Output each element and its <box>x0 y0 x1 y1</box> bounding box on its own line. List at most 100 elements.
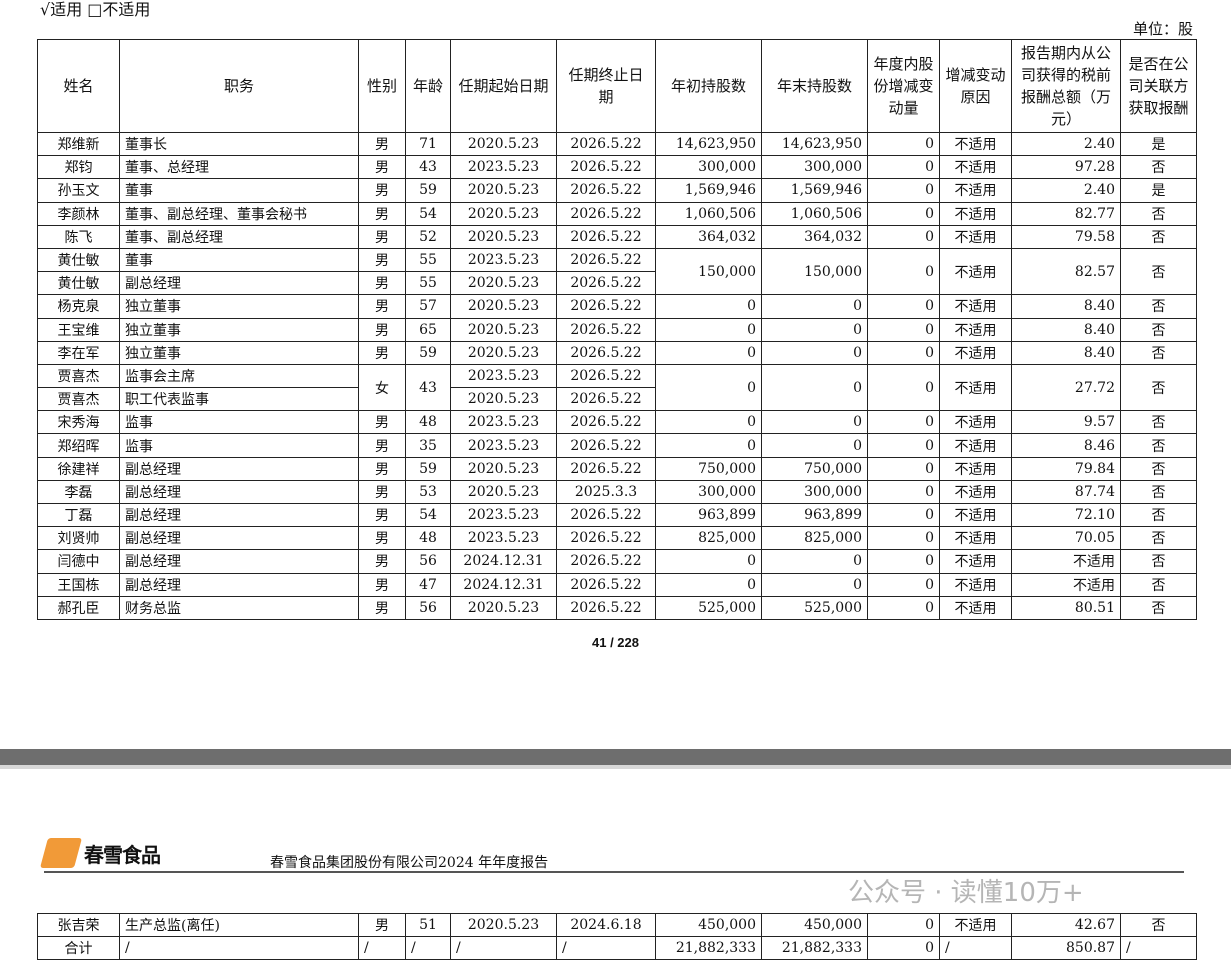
cell-position: 副总经理 <box>119 526 359 551</box>
cell-term-end: 2026.5.22 <box>556 502 656 528</box>
cell-name: 郑绍晖 <box>37 433 120 458</box>
cell-position: 董事、总经理 <box>119 155 359 180</box>
shareholding-table-continued: 张吉荣 生产总监(离任) 男 51 2020.5.23 2024.6.18 450,000 4… <box>37 913 1197 960</box>
cell-name: 合计 <box>37 936 120 960</box>
cell-compensation: 8.40 <box>1011 317 1121 342</box>
cell-shares-begin: 300,000 <box>655 155 762 180</box>
cell-change-reason: 不适用 <box>939 224 1012 249</box>
logo-text: 春雪食品 <box>84 842 161 867</box>
cell-term-start: 2020.5.23 <box>450 131 557 157</box>
cell-shares-begin: 150,000 <box>655 247 762 296</box>
cell-term-end: 2026.5.22 <box>556 387 656 412</box>
cell-change-reason: 不适用 <box>939 549 1012 574</box>
cell-term-end: 2026.5.22 <box>556 155 656 180</box>
cell-position: 副总经理 <box>119 502 359 528</box>
cell-gender: 男 <box>358 340 406 365</box>
cell-age: 54 <box>405 201 451 226</box>
cell-age: 55 <box>405 247 451 273</box>
cell-term-start: 2023.5.23 <box>450 363 557 389</box>
cell-gender: 男 <box>358 131 406 157</box>
cell-age: 52 <box>405 224 451 249</box>
cell-age: 43 <box>405 155 451 180</box>
cell-name: 张吉荣 <box>37 913 120 937</box>
cell-position: 副总经理 <box>119 479 359 505</box>
cell-shares-end: 1,060,506 <box>761 201 868 226</box>
cell-term-end: 2026.5.22 <box>556 433 656 458</box>
cell-shares-begin: 1,569,946 <box>655 178 762 203</box>
cell-name: 郑维新 <box>37 131 120 157</box>
cell-change-reason: 不适用 <box>939 340 1012 365</box>
cell-name: 杨克泉 <box>37 294 120 319</box>
cell-share-change: 0 <box>867 433 940 458</box>
page-separator-light <box>0 765 1231 769</box>
cell-term-start: 2020.5.23 <box>450 271 557 296</box>
table-row: 郝孔臣 财务总监男 56 2020.5.23 2026.5.22 525,000 525,0… <box>37 595 1197 620</box>
cell-term-end: 2026.5.22 <box>556 317 656 342</box>
cell-related-party-pay: 否 <box>1120 247 1197 296</box>
cell-position: 董事长 <box>119 131 359 157</box>
cell-shares-end: 450,000 <box>761 913 868 937</box>
cell-gender: / <box>358 936 406 960</box>
cell-share-change: 0 <box>867 410 940 435</box>
table-row: 刘贤帅 副总经理男 48 2023.5.23 2026.5.22 825,000 825,0… <box>37 526 1197 551</box>
cell-position: 生产总监(离任) <box>119 913 359 937</box>
table-row: 王国栋 副总经理男 47 2024.12.31 2026.5.22 0 0 0 不适用 不适用否 <box>37 572 1197 597</box>
table-row: 张吉荣 生产总监(离任) 男 51 2020.5.23 2024.6.18 450,000 4… <box>37 913 1197 937</box>
cell-name: 贾喜杰 <box>37 387 120 412</box>
cell-change-reason: 不适用 <box>939 456 1012 481</box>
cell-compensation: 2.40 <box>1011 178 1121 203</box>
cell-term-end: 2026.5.22 <box>556 363 656 389</box>
shareholding-table: 姓名 职务 性别 年龄 任期起始日期 任期终止日期 年初持股数 年末持股数 年度内股份增减变动量… <box>37 39 1197 620</box>
cell-name: 郝孔臣 <box>37 595 120 620</box>
cell-shares-begin: 450,000 <box>655 913 762 937</box>
cell-age: 35 <box>405 433 451 458</box>
cell-term-start: 2023.5.23 <box>450 155 557 180</box>
cell-change-reason: 不适用 <box>939 178 1012 203</box>
cell-shares-end: 300,000 <box>761 155 868 180</box>
cell-compensation: 79.58 <box>1011 224 1121 249</box>
cell-compensation: 不适用 <box>1011 572 1121 597</box>
cell-term-end: 2026.5.22 <box>556 178 656 203</box>
cell-term-end: 2026.5.22 <box>556 271 656 296</box>
cell-gender: 男 <box>358 410 406 435</box>
table-row: 宋秀海 监事男 48 2023.5.23 2026.5.22 0 0 0 不适用 9.57 否 <box>37 410 1197 435</box>
cell-shares-end: 1,569,946 <box>761 178 868 203</box>
cell-name: 孙玉文 <box>37 178 120 203</box>
header-share-change: 年度内股份增减变动量 <box>867 39 940 133</box>
cell-compensation: 27.72 <box>1011 363 1121 412</box>
cell-term-end: 2026.5.22 <box>556 549 656 574</box>
cell-term-end: 2026.5.22 <box>556 224 656 249</box>
cell-position: 副总经理 <box>119 549 359 574</box>
cell-age: 59 <box>405 340 451 365</box>
header-compensation: 报告期内从公司获得的税前报酬总额（万元） <box>1011 39 1121 133</box>
cell-change-reason: 不适用 <box>939 131 1012 157</box>
cell-shares-begin: 21,882,333 <box>655 936 762 960</box>
cell-shares-begin: 0 <box>655 433 762 458</box>
cell-age: 71 <box>405 131 451 157</box>
cell-related-party-pay: 否 <box>1120 224 1197 249</box>
cell-term-start: 2023.5.23 <box>450 410 557 435</box>
cell-change-reason: 不适用 <box>939 317 1012 342</box>
cell-term-end: 2026.5.22 <box>556 247 656 273</box>
table-row: 丁磊 副总经理男 54 2023.5.23 2026.5.22 963,899 963,89… <box>37 502 1197 528</box>
cell-change-reason: 不适用 <box>939 913 1012 937</box>
logo-mark-icon <box>39 838 83 868</box>
header-row: 姓名 职务 性别 年龄 任期起始日期 任期终止日期 年初持股数 年末持股数 年度内股份增减变动量… <box>37 39 1197 133</box>
header-term-start: 任期起始日期 <box>450 39 557 133</box>
cell-change-reason: 不适用 <box>939 595 1012 620</box>
cell-related-party-pay: 否 <box>1120 340 1197 365</box>
table-row: 徐建祥 副总经理男 59 2020.5.23 2026.5.22 750,000 750,0… <box>37 456 1197 481</box>
cell-shares-begin: 825,000 <box>655 526 762 551</box>
cell-shares-begin: 300,000 <box>655 479 762 505</box>
cell-share-change: 0 <box>867 201 940 226</box>
cell-name: 李磊 <box>37 479 120 505</box>
cell-name: 陈飞 <box>37 224 120 249</box>
cell-shares-begin: 364,032 <box>655 224 762 249</box>
cell-age: 47 <box>405 572 451 597</box>
cell-related-party-pay: 否 <box>1120 456 1197 481</box>
cell-position: 独立董事 <box>119 317 359 342</box>
cell-age: 51 <box>405 913 451 937</box>
cell-shares-begin: 14,623,950 <box>655 131 762 157</box>
cell-compensation: 不适用 <box>1011 549 1121 574</box>
cell-compensation: 72.10 <box>1011 502 1121 528</box>
